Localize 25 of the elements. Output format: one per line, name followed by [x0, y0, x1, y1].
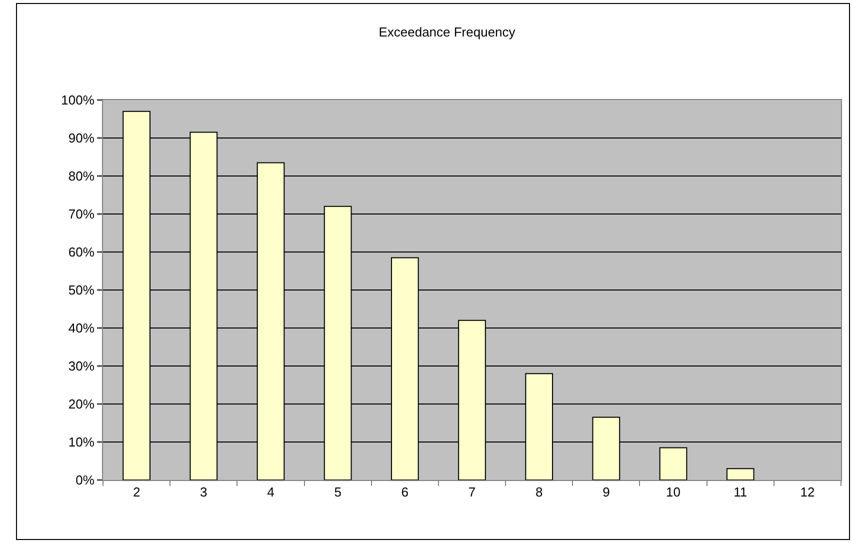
x-tick-label: 11 — [734, 484, 748, 500]
bar — [726, 468, 754, 480]
y-tick-label: 40% — [68, 320, 95, 336]
y-tick-label: 100% — [61, 92, 95, 108]
y-tick-label: 10% — [68, 434, 95, 450]
x-tick-label: 10 — [666, 484, 681, 500]
x-tick-label: 2 — [132, 484, 140, 500]
y-tick-label: 20% — [68, 396, 95, 412]
x-tick-label: 8 — [535, 484, 543, 500]
x-tick-label: 4 — [267, 484, 274, 500]
y-tick-label: 90% — [68, 130, 95, 146]
x-tick-label: 9 — [602, 484, 610, 500]
x-tick-label: 3 — [200, 484, 208, 500]
y-tick-label: 80% — [68, 168, 95, 184]
y-tick-label: 70% — [68, 206, 95, 222]
bar — [659, 447, 688, 480]
x-tick-label: 7 — [468, 484, 476, 500]
x-tick-label: 6 — [401, 484, 409, 500]
y-tick-label: 60% — [68, 244, 95, 260]
chart-title: Exceedance Frequency — [378, 24, 516, 40]
x-tick-label: 12 — [800, 484, 815, 500]
y-tick-label: 50% — [68, 282, 95, 298]
x-tick-label: 5 — [334, 484, 342, 500]
y-tick-label: 30% — [68, 358, 95, 374]
y-tick-label: 0% — [76, 472, 95, 488]
